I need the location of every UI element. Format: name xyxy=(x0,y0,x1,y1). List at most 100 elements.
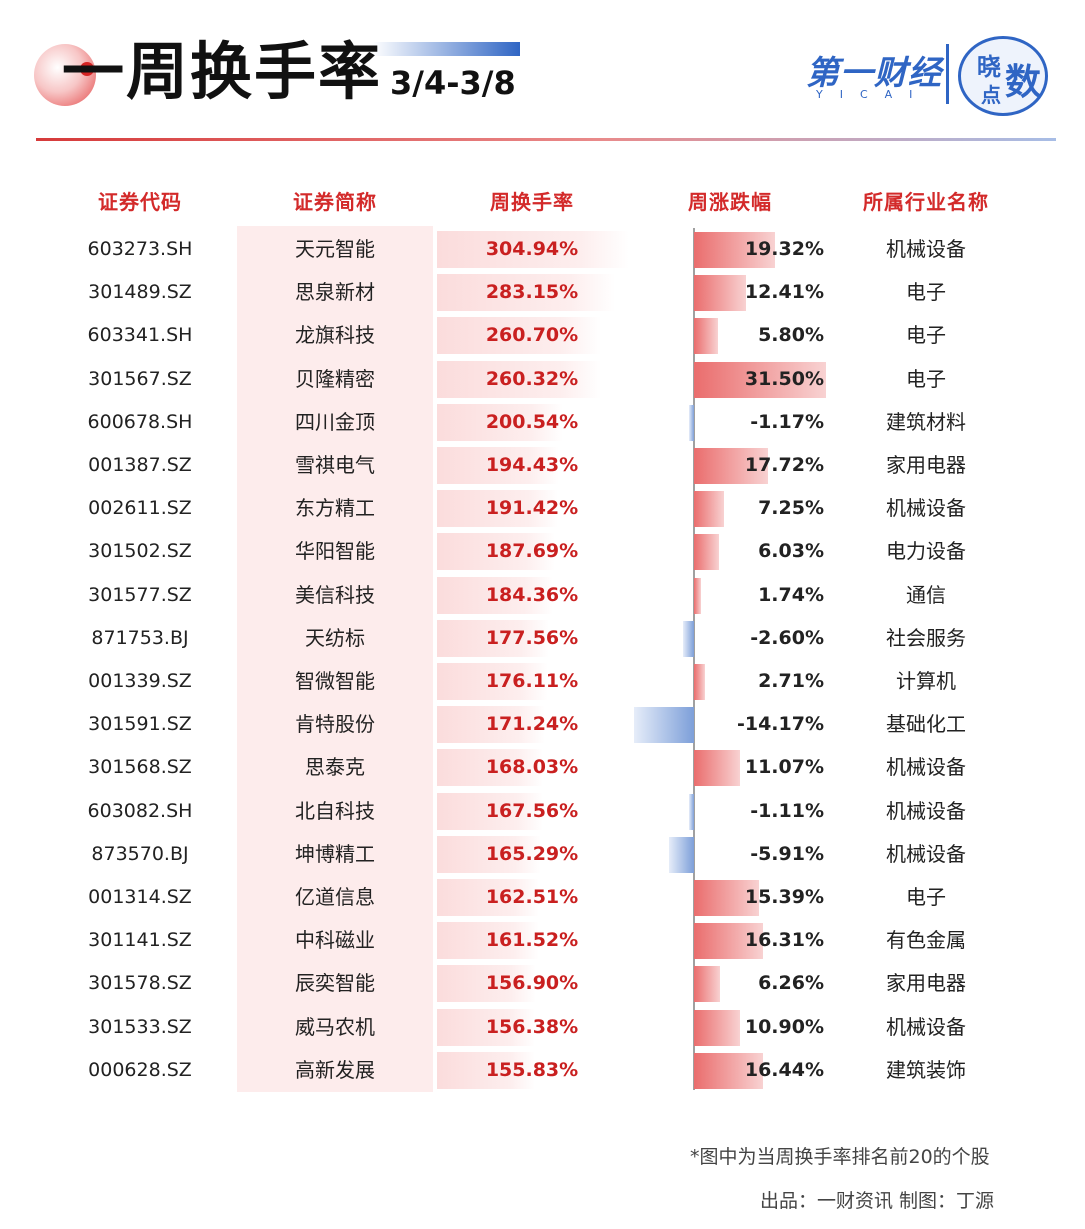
table-row: 301577.SZ 美信科技 184.36% 1.74% 通信 xyxy=(0,574,1085,617)
stock-code: 871753.BJ xyxy=(91,626,189,649)
industry-name: 基础化工 xyxy=(886,712,966,737)
seal-char-3: 点 xyxy=(981,83,1001,107)
industry-name: 机械设备 xyxy=(886,798,966,823)
stock-code: 603341.SH xyxy=(87,324,193,347)
turnover-bar xyxy=(437,663,548,700)
stock-name: 华阳智能 xyxy=(295,539,375,564)
turnover-bar xyxy=(437,231,629,268)
stock-name: 四川金顶 xyxy=(295,409,375,434)
column-header-industry: 所属行业名称 xyxy=(863,190,989,214)
date-range: 3/4-3/8 xyxy=(390,64,516,102)
stock-code: 873570.BJ xyxy=(91,842,189,865)
industry-name: 家用电器 xyxy=(886,971,966,996)
change-value: 1.74% xyxy=(758,583,824,606)
turnover-bar xyxy=(437,447,559,484)
turnover-bar xyxy=(437,879,539,916)
industry-name: 社会服务 xyxy=(886,625,966,650)
change-value: 5.80% xyxy=(758,324,824,347)
industry-name: 电子 xyxy=(906,366,946,391)
table-row: 001314.SZ 亿道信息 162.51% 15.39% 电子 xyxy=(0,876,1085,919)
table-row: 000628.SZ 高新发展 155.83% 16.44% 建筑装饰 xyxy=(0,1049,1085,1092)
turnover-value: 165.29% xyxy=(485,842,579,865)
change-bar xyxy=(694,1009,740,1046)
stock-name: 威马农机 xyxy=(295,1014,375,1039)
change-value: 31.50% xyxy=(744,367,824,390)
industry-name: 建筑材料 xyxy=(886,409,966,434)
brand-logo-sub: YICAI xyxy=(816,88,930,101)
turnover-bar xyxy=(437,576,553,614)
page-title: 一周换手率 xyxy=(62,35,383,108)
change-zero-axis xyxy=(693,228,695,1090)
turnover-value: 167.56% xyxy=(485,799,579,822)
turnover-bar xyxy=(437,490,558,528)
turnover-value: 283.15% xyxy=(485,281,579,304)
title-accent-bar xyxy=(372,42,520,56)
industry-name: 机械设备 xyxy=(886,237,966,261)
industry-name: 计算机 xyxy=(896,669,956,693)
column-header-code: 证券代码 xyxy=(98,190,182,214)
change-bar xyxy=(694,232,776,268)
change-value: 15.39% xyxy=(744,886,824,908)
change-bar xyxy=(694,664,706,700)
stock-code: 603273.SH xyxy=(87,238,193,260)
turnover-bar xyxy=(437,749,543,787)
turnover-value: 156.38% xyxy=(485,1015,579,1038)
change-value: 7.25% xyxy=(758,497,824,520)
stock-code: 603082.SH xyxy=(87,799,193,822)
change-value: 19.32% xyxy=(744,238,824,260)
turnover-value: 260.32% xyxy=(485,367,579,390)
table-row: 001339.SZ 智微智能 176.11% 2.71% 计算机 xyxy=(0,660,1085,703)
stock-name: 天元智能 xyxy=(295,237,375,261)
change-value: -1.11% xyxy=(750,799,824,822)
turnover-value: 184.36% xyxy=(485,583,579,606)
stock-code: 301577.SZ xyxy=(88,583,192,606)
industry-name: 机械设备 xyxy=(886,755,966,780)
change-value: 2.71% xyxy=(758,670,824,692)
stock-name: 东方精工 xyxy=(295,496,375,521)
table-row: 871753.BJ 天纺标 177.56% -2.60% 社会服务 xyxy=(0,617,1085,660)
change-value: 16.31% xyxy=(744,929,824,952)
turnover-value: 304.94% xyxy=(485,238,579,260)
table-row: 603273.SH 天元智能 304.94% 19.32% 机械设备 xyxy=(0,228,1085,271)
stock-name: 龙旗科技 xyxy=(295,323,375,348)
industry-name: 机械设备 xyxy=(886,1014,966,1039)
stock-code: 301489.SZ xyxy=(88,281,192,304)
stock-name: 坤博精工 xyxy=(295,841,375,866)
brand-logo: 第一财经 xyxy=(806,53,942,92)
change-value: -1.17% xyxy=(750,410,824,433)
change-bar xyxy=(634,707,694,744)
industry-name: 电子 xyxy=(906,323,946,348)
table-row: 002611.SZ 东方精工 191.42% 7.25% 机械设备 xyxy=(0,487,1085,530)
change-value: -5.91% xyxy=(750,842,824,865)
xiaoshudian-seal: 晓 数 点 xyxy=(958,36,1048,116)
change-value: 16.44% xyxy=(744,1058,824,1081)
table-row: 600678.SH 四川金顶 200.54% -1.17% 建筑材料 xyxy=(0,401,1085,444)
table-row: 301568.SZ 思泰克 168.03% 11.07% 机械设备 xyxy=(0,746,1085,789)
turnover-bar xyxy=(437,965,536,1003)
turnover-bar xyxy=(437,360,601,398)
seal-char-2: 数 xyxy=(1005,62,1042,103)
stock-code: 600678.SH xyxy=(87,410,193,433)
stock-name: 雪祺电气 xyxy=(295,453,375,477)
change-bar xyxy=(689,793,694,830)
stock-name: 辰奕智能 xyxy=(295,971,375,996)
stock-name: 贝隆精密 xyxy=(295,366,375,391)
table-row: 301141.SZ 中科磁业 161.52% 16.31% 有色金属 xyxy=(0,919,1085,962)
stock-name: 肯特股份 xyxy=(295,712,375,737)
stock-name: 北自科技 xyxy=(295,798,375,823)
table-row: 301567.SZ 贝隆精密 260.32% 31.50% 电子 xyxy=(0,358,1085,401)
stock-code: 301568.SZ xyxy=(88,756,192,779)
change-bar xyxy=(694,534,720,571)
turnover-bar xyxy=(437,792,543,830)
turnover-bar xyxy=(437,619,549,657)
turnover-bar xyxy=(437,706,545,744)
change-value: 6.26% xyxy=(758,972,824,995)
change-bar xyxy=(694,1052,764,1089)
turnover-value: 155.83% xyxy=(485,1058,579,1081)
change-value: 17.72% xyxy=(744,454,824,476)
change-bar xyxy=(694,577,702,614)
change-value: 6.03% xyxy=(758,540,824,563)
table-row: 873570.BJ 坤博精工 165.29% -5.91% 机械设备 xyxy=(0,833,1085,876)
stock-name: 天纺标 xyxy=(305,625,365,650)
turnover-bar xyxy=(437,835,541,873)
